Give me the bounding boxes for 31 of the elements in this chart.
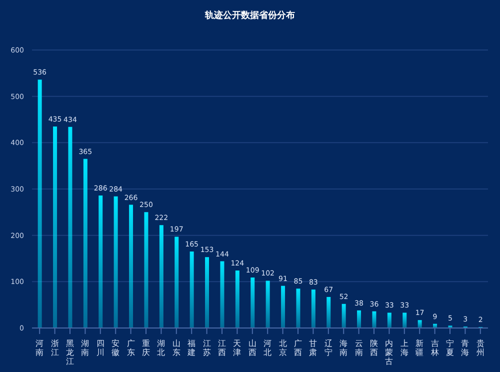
x-tick-label: 海南 [340,339,348,357]
x-tick-label: 新疆 [416,339,424,357]
x-tick-label: 江苏 [202,339,211,357]
x-tick-label: 黑龙江 [66,339,74,366]
x-tick-label: 湖北 [157,339,166,357]
x-tick-label: 广西 [294,339,302,357]
x-tick-label: 山东 [172,339,180,357]
x-tick-label: 青海 [461,339,470,357]
x-tick-label: 重庆 [142,339,150,357]
x-tick-label: 陕西 [370,339,378,357]
x-tick-label: 天津 [233,339,242,357]
x-tick-label: 山西 [248,339,256,357]
x-tick-label: 江西 [218,339,226,357]
x-tick-label: 北京 [278,339,287,357]
x-tick-label: 宁夏 [446,339,454,357]
x-tick-label: 湖南 [81,339,90,357]
x-tick-label: 河北 [264,339,272,357]
x-tick-label: 上海 [400,339,408,357]
x-tick-label: 甘肃 [309,339,318,357]
x-tick-label: 安徽 [112,339,120,357]
x-tick-label: 内蒙古 [385,339,394,366]
x-tick-label: 辽宁 [324,339,332,357]
chart-title: 轨迹公开数据省份分布 [204,10,295,21]
x-tick-label: 河南 [36,339,44,357]
x-tick-label: 云南 [354,339,363,357]
x-tick-label: 浙江 [50,339,59,357]
x-tick-label: 贵州 [476,339,484,357]
x-tick-label: 四川 [96,339,104,357]
x-tick-label: 广东 [126,339,135,357]
x-tick-label: 福建 [186,339,196,357]
x-tick-label: 吉林 [430,339,439,357]
